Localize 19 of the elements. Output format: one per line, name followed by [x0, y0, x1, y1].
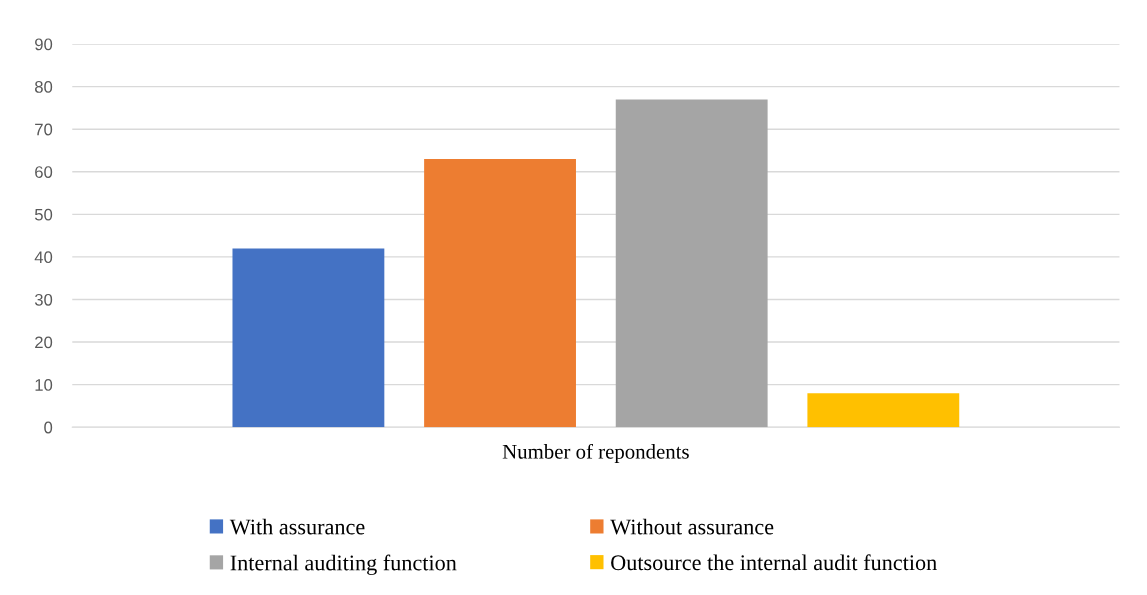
bar: [232, 248, 385, 428]
y-tick-label: 90: [35, 38, 53, 51]
bar: [424, 158, 576, 428]
y-tick-label: 60: [35, 166, 53, 178]
y-tick-label: 70: [35, 123, 53, 136]
legend-label: With assurance: [229, 518, 365, 535]
y-tick-label: 10: [35, 379, 53, 391]
y-tick-label: 40: [34, 251, 53, 264]
legend-label: Outsource the internal audit function: [611, 554, 937, 571]
y-tick-label: 80: [35, 81, 53, 93]
y-tick-label: 50: [34, 208, 53, 221]
bar: [807, 393, 960, 428]
y-tick-label: 30: [34, 293, 53, 306]
bar: [615, 99, 768, 428]
y-tick-label: 20: [35, 336, 53, 349]
legend-label: Without assurance: [610, 518, 774, 535]
x-tick-label: Number of repondents: [502, 443, 689, 463]
y-tick-label: 0: [44, 421, 53, 434]
legend-label: Internal auditing function: [230, 554, 457, 575]
